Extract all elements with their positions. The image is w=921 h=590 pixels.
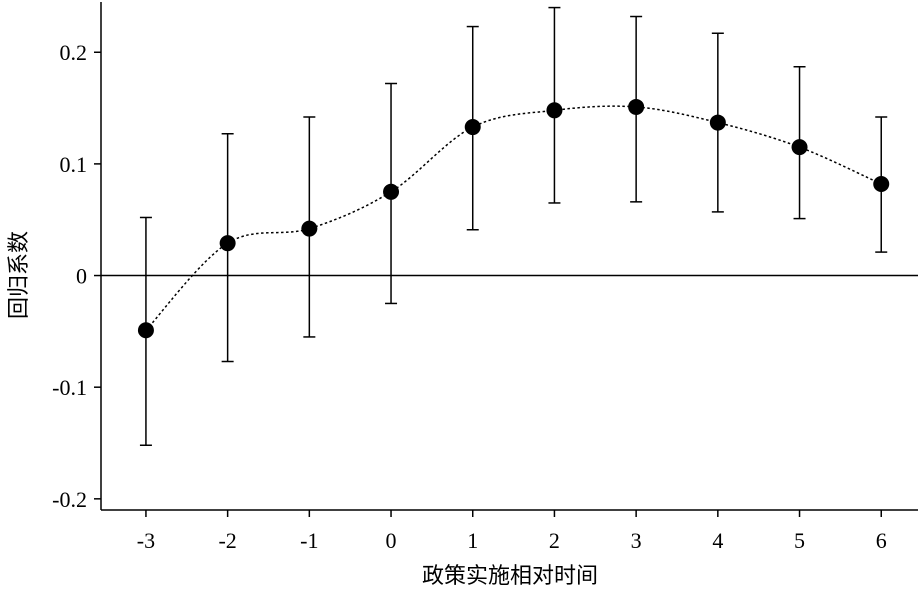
x-tick-label: 1 — [467, 528, 478, 553]
x-tick-label: -1 — [300, 528, 318, 553]
data-point — [219, 235, 236, 252]
x-tick-label: -3 — [137, 528, 155, 553]
x-tick-label: 2 — [549, 528, 560, 553]
error-bars — [139, 6, 888, 446]
data-point — [628, 98, 645, 115]
data-points — [137, 98, 890, 339]
series-curve — [145, 105, 882, 331]
x-tick-label: 5 — [794, 528, 805, 553]
x-tick-label: 6 — [876, 528, 887, 553]
x-tick-label: -2 — [218, 528, 236, 553]
data-point — [873, 175, 890, 192]
data-point — [301, 220, 318, 237]
y-tick-label: 0 — [76, 264, 87, 289]
x-axis-label: 政策实施相对时间 — [422, 564, 598, 589]
ticks: 0.2 0.1 0 -0.1 -0.2 -3 -2 -1 0 1 2 3 4 5 6 — [52, 40, 887, 553]
y-axis-label: 回归系数 — [7, 231, 32, 319]
y-tick-label: 0.2 — [60, 40, 88, 65]
y-tick-label: -0.1 — [52, 375, 87, 400]
data-point — [383, 183, 400, 200]
series-line — [145, 105, 882, 331]
axes — [100, 2, 918, 511]
data-point — [464, 119, 481, 136]
data-point — [791, 139, 808, 156]
x-tick-label: 0 — [386, 528, 397, 553]
data-point — [546, 102, 563, 119]
y-tick-label: 0.1 — [60, 152, 88, 177]
x-tick-label: 4 — [712, 528, 723, 553]
x-tick-label: 3 — [631, 528, 642, 553]
data-point — [137, 322, 154, 339]
data-point — [709, 114, 726, 131]
y-tick-label: -0.2 — [52, 487, 87, 512]
